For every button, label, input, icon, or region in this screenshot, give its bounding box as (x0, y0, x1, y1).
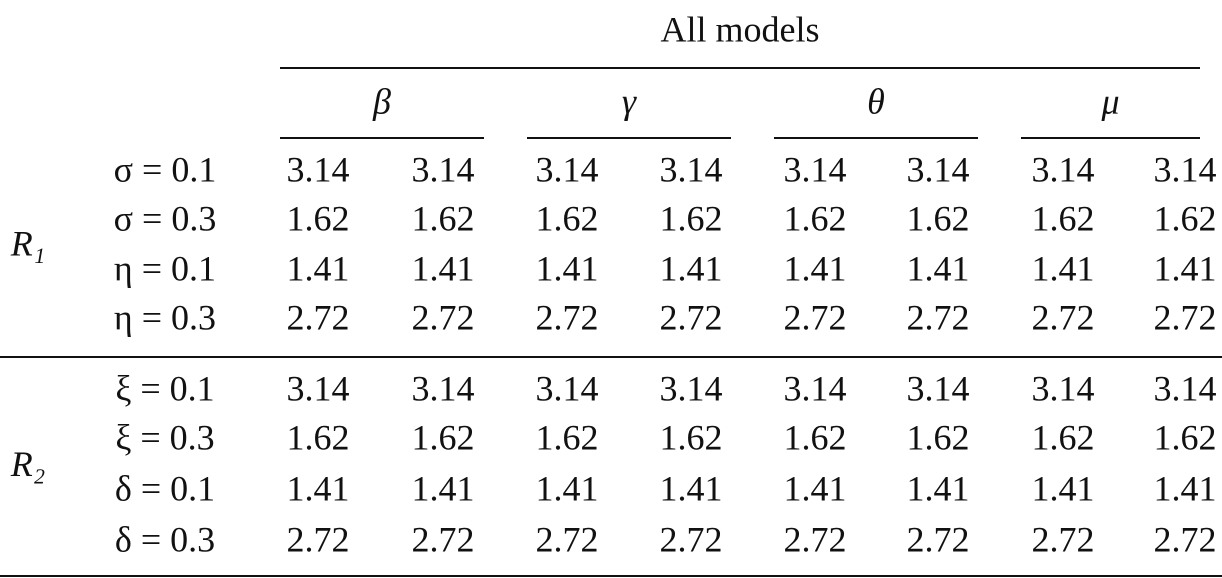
table-header: All models (661, 9, 820, 49)
cell: 3.14 (412, 368, 475, 408)
group-header: μ (1100, 81, 1119, 121)
cell: 3.14 (536, 149, 599, 189)
section-label: R₂ (10, 444, 46, 484)
cell: 2.72 (536, 519, 599, 559)
cell: 1.62 (660, 198, 723, 238)
cell: 1.41 (287, 468, 350, 508)
cell: 1.41 (412, 468, 475, 508)
cell: 1.41 (784, 248, 847, 288)
cell: 2.72 (536, 297, 599, 337)
cell: 3.14 (907, 149, 970, 189)
cell: 1.41 (412, 248, 475, 288)
cell: 3.14 (412, 149, 475, 189)
cell: 1.62 (287, 417, 350, 457)
row-label: ξ = 0.3 (115, 417, 214, 457)
row-label: σ = 0.1 (114, 149, 217, 189)
cell: 2.72 (660, 519, 723, 559)
cell: 1.62 (287, 198, 350, 238)
cell: 2.72 (287, 519, 350, 559)
group-header: β (372, 81, 391, 121)
cell: 1.41 (660, 468, 723, 508)
cell: 2.72 (907, 519, 970, 559)
row-label: δ = 0.3 (115, 519, 215, 559)
group-header: θ (867, 81, 885, 121)
cell: 1.41 (536, 468, 599, 508)
cell: 3.14 (660, 368, 723, 408)
cell: 1.62 (907, 198, 970, 238)
cell: 1.41 (1154, 468, 1217, 508)
cell: 1.41 (660, 248, 723, 288)
cell: 1.62 (1032, 198, 1095, 238)
cell: 2.72 (287, 297, 350, 337)
cell: 3.14 (536, 368, 599, 408)
cell: 1.41 (907, 468, 970, 508)
cell: 1.62 (784, 198, 847, 238)
cell: 1.62 (784, 417, 847, 457)
cell: 1.41 (784, 468, 847, 508)
cell: 1.62 (536, 417, 599, 457)
cell: 3.14 (660, 149, 723, 189)
cell: 2.72 (907, 297, 970, 337)
cell: 3.14 (784, 368, 847, 408)
cell: 1.62 (412, 198, 475, 238)
cell: 2.72 (784, 519, 847, 559)
cell: 2.72 (412, 519, 475, 559)
row-label: η = 0.3 (114, 297, 216, 337)
row-label: σ = 0.3 (114, 198, 217, 238)
cell: 1.62 (412, 417, 475, 457)
row-label: η = 0.1 (114, 248, 216, 288)
cell: 3.14 (784, 149, 847, 189)
cell: 1.41 (1154, 248, 1217, 288)
group-header: γ (622, 81, 637, 121)
cell: 3.14 (1032, 149, 1095, 189)
cell: 1.62 (1154, 198, 1217, 238)
cell: 3.14 (1154, 368, 1217, 408)
cell: 1.41 (1032, 468, 1095, 508)
cell: 1.62 (536, 198, 599, 238)
section-label: R₁ (10, 223, 46, 263)
cell: 3.14 (287, 149, 350, 189)
cell: 1.41 (287, 248, 350, 288)
cell: 2.72 (1032, 519, 1095, 559)
cell: 3.14 (1032, 368, 1095, 408)
cell: 1.62 (907, 417, 970, 457)
cell: 3.14 (907, 368, 970, 408)
cell: 1.41 (536, 248, 599, 288)
cell: 1.41 (1032, 248, 1095, 288)
cell: 1.62 (660, 417, 723, 457)
cell: 2.72 (660, 297, 723, 337)
cell: 2.72 (1154, 297, 1217, 337)
cell: 1.62 (1154, 417, 1217, 457)
cell: 2.72 (1154, 519, 1217, 559)
cell: 2.72 (1032, 297, 1095, 337)
cell: 1.41 (907, 248, 970, 288)
cell: 2.72 (784, 297, 847, 337)
row-label: δ = 0.1 (115, 468, 215, 508)
cell: 2.72 (412, 297, 475, 337)
row-label: ξ = 0.1 (115, 368, 214, 408)
cell: 1.62 (1032, 417, 1095, 457)
cell: 3.14 (287, 368, 350, 408)
cell: 3.14 (1154, 149, 1217, 189)
